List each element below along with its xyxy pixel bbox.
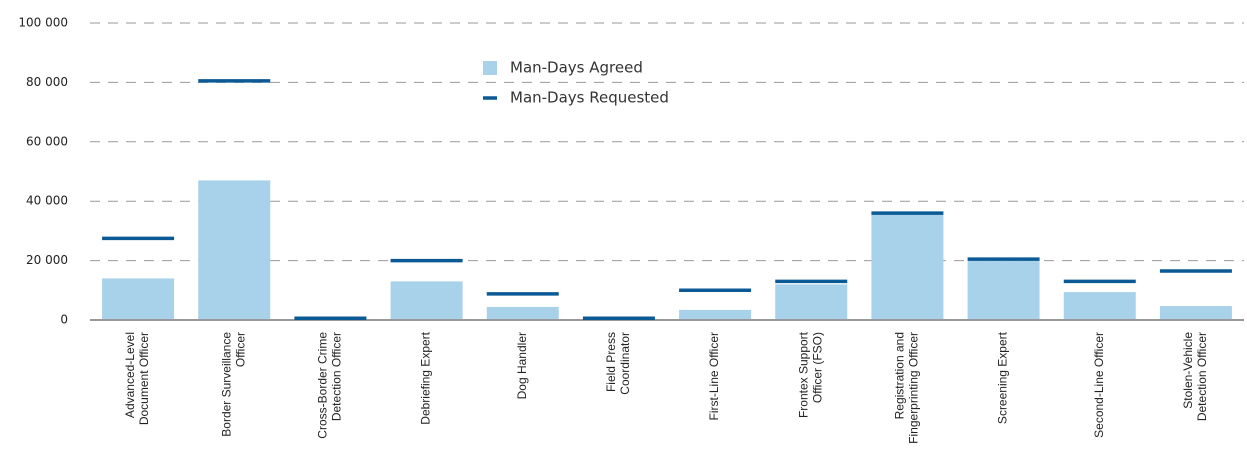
x-tick-label-line: First-Line Officer — [707, 332, 721, 420]
bar — [775, 284, 848, 320]
x-tick-label-line: Document Officer — [137, 332, 151, 425]
legend-swatch — [483, 61, 497, 75]
x-tick-label: Frontex SupportOfficer (FSO) — [796, 331, 824, 418]
x-tick-label-line: Registration and — [893, 332, 907, 419]
y-tick-label: 60 000 — [26, 134, 68, 148]
x-tick-label: Second-Line Officer — [1092, 332, 1106, 438]
bar — [102, 278, 175, 320]
y-tick-label: 100 000 — [18, 16, 68, 30]
y-tick-label: 40 000 — [26, 194, 68, 208]
x-tick-label: Dog Handler — [515, 332, 529, 399]
x-tick-label: Field PressCoordinator — [604, 332, 632, 395]
x-tick-label: First-Line Officer — [707, 332, 721, 420]
x-tick-label-line: Cross-Border Crime — [316, 332, 330, 439]
x-tick-label-line: Screening Expert — [996, 331, 1010, 424]
x-tick-label-line: Debriefing Expert — [419, 331, 433, 424]
x-tick-label: Advanced-LevelDocument Officer — [123, 332, 151, 425]
x-tick-label-line: Second-Line Officer — [1092, 332, 1106, 438]
x-tick-label: Screening Expert — [996, 331, 1010, 424]
x-tick-label-line: Coordinator — [618, 332, 632, 395]
x-tick-label-line: Officer (FSO) — [810, 332, 824, 403]
legend-label: Man-Days Requested — [510, 89, 669, 107]
bar — [390, 281, 463, 320]
x-tick-label-line: Fingerprinting Officer — [907, 332, 921, 444]
x-tick-label-line: Dog Handler — [515, 332, 529, 399]
bar — [871, 214, 944, 320]
x-tick-label-line: Detection Officer — [1195, 332, 1209, 421]
x-tick-label: Border SurveillanceOfficer — [219, 332, 247, 437]
y-tick-label: 80 000 — [26, 75, 68, 89]
bar — [486, 306, 559, 320]
legend-label: Man-Days Agreed — [510, 59, 643, 77]
x-tick-label-line: Border Surveillance — [219, 332, 233, 437]
x-tick-label-line: Detection Officer — [330, 332, 344, 421]
bar — [967, 260, 1040, 320]
y-tick-label: 20 000 — [26, 253, 68, 267]
x-tick-label: Debriefing Expert — [419, 331, 433, 424]
x-tick-label-line: Officer — [233, 332, 247, 367]
bar — [198, 180, 271, 320]
bar — [1159, 306, 1232, 320]
x-tick-label-line: Frontex Support — [796, 331, 810, 418]
x-tick-label-line: Stolen-Vehicle — [1181, 332, 1195, 409]
x-tick-label: Cross-Border CrimeDetection Officer — [316, 332, 344, 439]
x-tick-label: Stolen-VehicleDetection Officer — [1181, 332, 1209, 421]
x-tick-label-line: Field Press — [604, 332, 618, 392]
bar — [679, 309, 752, 320]
x-tick-label-line: Advanced-Level — [123, 332, 137, 418]
y-tick-label: 0 — [60, 313, 68, 327]
bar — [1063, 292, 1136, 320]
x-tick-label: Registration andFingerprinting Officer — [893, 332, 921, 444]
